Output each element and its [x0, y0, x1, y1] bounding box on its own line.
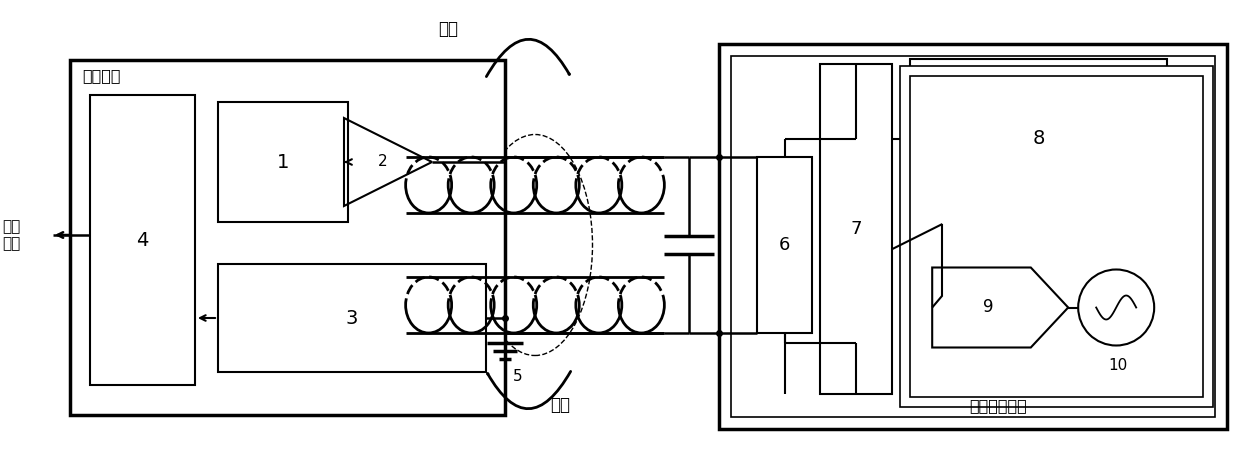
Bar [731, 56, 1215, 417]
Text: 3: 3 [346, 308, 358, 328]
FancyArrowPatch shape [487, 39, 570, 77]
Text: 2: 2 [378, 154, 388, 170]
Bar [911, 59, 1167, 219]
Text: 7: 7 [851, 220, 862, 238]
Bar [911, 76, 1203, 397]
Text: 5: 5 [513, 369, 523, 384]
Text: 发射芯片: 发射芯片 [82, 68, 120, 83]
Text: 8: 8 [1032, 129, 1044, 149]
Text: 能量: 能量 [439, 20, 458, 38]
Bar [218, 264, 486, 372]
Bar [757, 157, 813, 333]
FancyArrowPatch shape [488, 372, 571, 409]
Text: 1: 1 [276, 153, 289, 171]
Bar [901, 66, 1213, 407]
Text: 9: 9 [983, 298, 994, 317]
Bar [69, 60, 506, 415]
Text: 无源传感芯片: 无源传感芯片 [970, 398, 1027, 413]
Text: 4: 4 [136, 230, 149, 250]
Bar [820, 64, 892, 394]
Bar [90, 95, 195, 385]
Text: 数据
输出: 数据 输出 [2, 219, 20, 251]
Text: 数据: 数据 [550, 396, 570, 414]
Text: 6: 6 [779, 236, 790, 254]
Bar [218, 102, 348, 222]
Bar [720, 44, 1227, 429]
Text: 10: 10 [1109, 357, 1127, 372]
